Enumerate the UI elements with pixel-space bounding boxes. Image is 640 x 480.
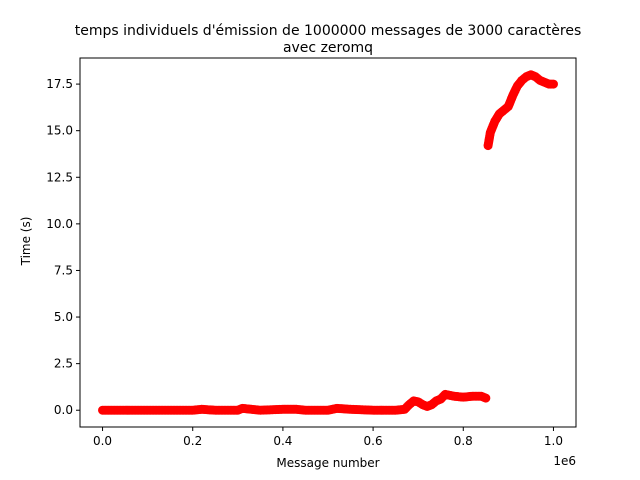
y-tick-label: 17.5 <box>46 77 73 91</box>
y-tick-label: 12.5 <box>46 170 73 184</box>
plot-frame <box>79 57 577 428</box>
y-tick-label: 15.0 <box>46 124 73 138</box>
y-axis-label: Time (s) <box>19 217 33 267</box>
x-axis-offset-label: 1e6 <box>553 454 576 468</box>
x-tick-label: 0.6 <box>364 434 383 448</box>
y-tick-label: 7.5 <box>54 263 73 277</box>
x-tick-label: 0.4 <box>273 434 292 448</box>
chart-title-line-2: avec zeromq <box>283 40 373 56</box>
series-0 <box>98 70 558 415</box>
y-tick-label: 2.5 <box>54 357 73 371</box>
y-tick-label: 10.0 <box>46 217 73 231</box>
data-point <box>481 393 491 403</box>
x-axis-label: Message number <box>276 456 379 470</box>
y-axis-ticks: 0.0 2.5 5.0 7.5 10.0 12.5 15.0 17.5 <box>46 77 80 417</box>
x-axis-ticks: 0.0 0.2 0.4 0.6 0.8 1.0 <box>93 427 563 448</box>
x-tick-label: 0.0 <box>93 434 112 448</box>
y-tick-label: 0.0 <box>54 403 73 417</box>
x-tick-label: 0.2 <box>183 434 202 448</box>
data-point <box>548 79 558 89</box>
x-tick-label: 1.0 <box>544 434 563 448</box>
chart-title-line-1: temps individuels d'émission de 1000000 … <box>75 23 582 39</box>
y-tick-label: 5.0 <box>54 310 73 324</box>
x-tick-label: 0.8 <box>454 434 473 448</box>
plot-area <box>79 57 577 428</box>
